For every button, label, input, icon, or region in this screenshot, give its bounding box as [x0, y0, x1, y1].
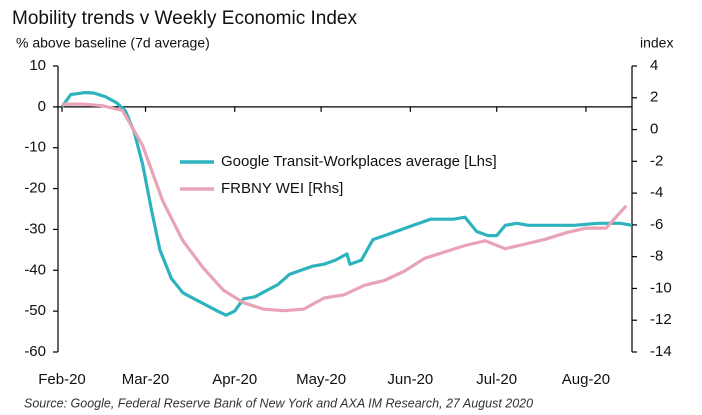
x-tick-label: Feb-20 [38, 371, 86, 388]
legend-label: FRBNY WEI [Rhs] [221, 180, 343, 197]
y-tick-label: 10 [29, 57, 46, 74]
y2-tick-label: -8 [650, 248, 663, 265]
x-tick-label: Apr-20 [212, 371, 257, 388]
y-tick-label: 0 [38, 98, 46, 115]
series-line [60, 91, 633, 317]
series-line [62, 102, 628, 313]
x-tick-label: Jul-20 [476, 371, 517, 388]
y2-axis-label: index [640, 35, 673, 51]
y2-tick-label: -14 [650, 343, 672, 360]
y2-tick-label: 2 [650, 89, 658, 106]
y-tick-label: -40 [24, 261, 46, 278]
y2-tick-label: -10 [650, 279, 672, 296]
y2-tick-label: -2 [650, 152, 663, 169]
y-tick-label: -10 [24, 139, 46, 156]
source-note: Source: Google, Federal Reserve Bank of … [24, 396, 533, 410]
y-tick-label: -60 [24, 343, 46, 360]
y-tick-label: -20 [24, 180, 46, 197]
x-tick-label: Mar-20 [122, 371, 170, 388]
y2-tick-label: -4 [650, 184, 663, 201]
x-tick-label: May-20 [296, 371, 346, 388]
y2-tick-label: 4 [650, 57, 658, 74]
chart-title: Mobility trends v Weekly Economic Index [12, 8, 357, 29]
y2-tick-label: -6 [650, 216, 663, 233]
x-tick-label: Jun-20 [387, 371, 433, 388]
y-tick-label: -30 [24, 220, 46, 237]
y-tick-label: -50 [24, 302, 46, 319]
x-tick-label: Aug-20 [562, 371, 610, 388]
y2-tick-label: 0 [650, 121, 658, 138]
y2-tick-label: -12 [650, 311, 672, 328]
y-axis-label: % above baseline (7d average) [16, 35, 210, 51]
legend-label: Google Transit-Workplaces average [Lhs] [221, 153, 497, 170]
